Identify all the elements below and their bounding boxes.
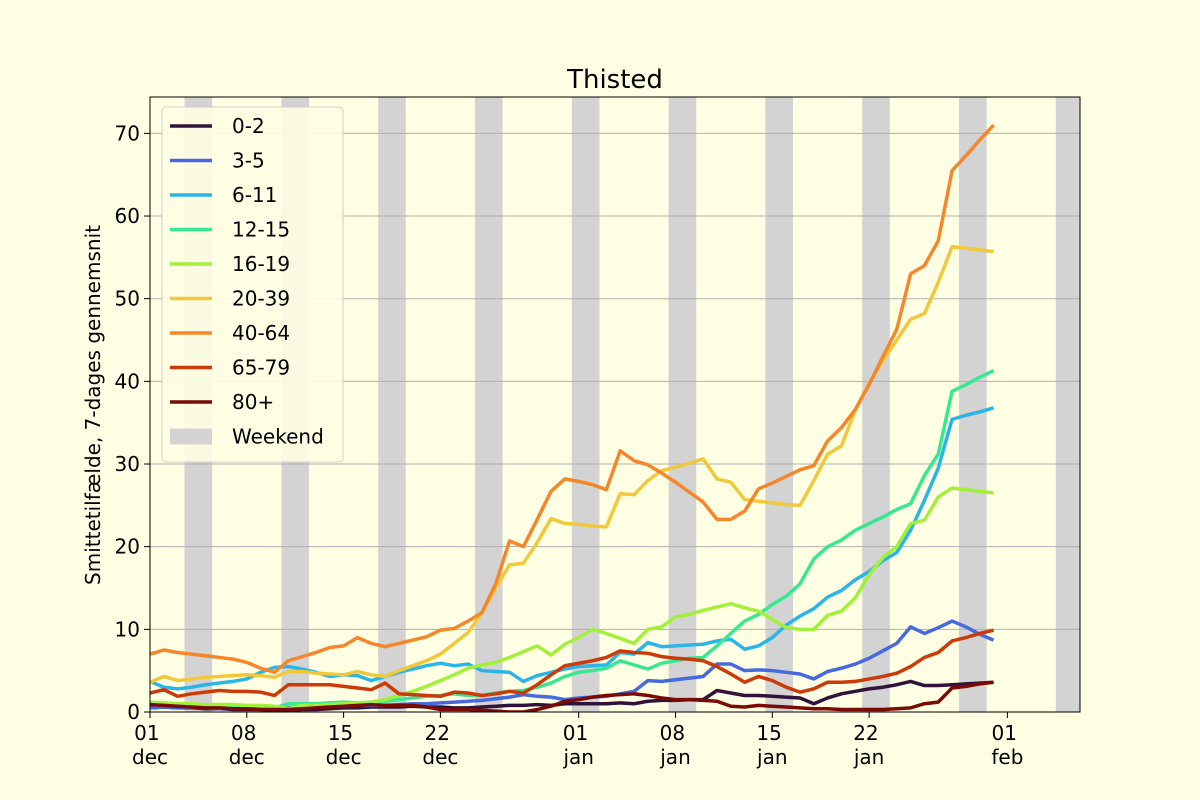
x-tick-label-line: 15 bbox=[756, 721, 788, 745]
series-line bbox=[150, 369, 995, 710]
x-tick-label-line: 08 bbox=[660, 721, 692, 745]
x-tick-label-line: feb bbox=[991, 745, 1023, 769]
y-axis-label: Smittetilfælde, 7-dages gennemsnit bbox=[81, 225, 105, 585]
legend-label: 20-39 bbox=[232, 287, 290, 311]
x-tick-label-line: 08 bbox=[231, 721, 263, 745]
legend-label: Weekend bbox=[232, 425, 324, 449]
legend-label: 3-5 bbox=[232, 149, 265, 173]
legend-label: 12-15 bbox=[232, 218, 290, 242]
weekend-band bbox=[958, 97, 987, 712]
y-tick-label: 40 bbox=[115, 369, 140, 393]
legend-label: 65-79 bbox=[232, 356, 290, 380]
x-tick-label-line: dec bbox=[132, 745, 168, 769]
x-tick-label-line: jan bbox=[659, 745, 691, 769]
series-line bbox=[150, 123, 995, 675]
plot-frame bbox=[149, 96, 1081, 713]
x-tick-label-line: 01 bbox=[563, 721, 595, 745]
x-tick-label-line: 01 bbox=[134, 721, 166, 745]
x-tick-label-line: 15 bbox=[328, 721, 360, 745]
x-tick-label: 22 jan bbox=[853, 721, 885, 769]
weekend-band bbox=[474, 97, 503, 712]
weekend-band bbox=[1055, 97, 1080, 712]
weekend-band bbox=[571, 97, 600, 712]
x-tick-label: 15 jan bbox=[756, 721, 788, 769]
y-tick-label: 0 bbox=[127, 700, 140, 724]
x-tick-label: 08 jan bbox=[659, 721, 691, 769]
x-tick-label-line: jan bbox=[853, 745, 885, 769]
x-tick-label-line: 22 bbox=[853, 721, 885, 745]
series-line bbox=[150, 628, 994, 699]
y-tick-label: 10 bbox=[115, 617, 140, 641]
y-tick-label: 70 bbox=[115, 121, 140, 145]
x-tick-label-line: dec bbox=[326, 745, 362, 769]
weekend-band bbox=[765, 97, 794, 712]
legend-label: 6-11 bbox=[232, 183, 277, 207]
legend-label: 16-19 bbox=[232, 252, 290, 276]
legend-label: 40-64 bbox=[232, 321, 290, 345]
x-tick-label: 22 dec bbox=[422, 721, 458, 769]
x-tick-label: 01 jan bbox=[562, 721, 594, 769]
series-line bbox=[150, 244, 994, 684]
series-line bbox=[150, 406, 995, 691]
x-tick-label-line: 01 bbox=[991, 721, 1023, 745]
x-tick-label: 15 dec bbox=[326, 721, 362, 769]
series-line bbox=[150, 680, 994, 712]
x-tick-label-line: 22 bbox=[425, 721, 457, 745]
x-tick-label: 01 feb bbox=[991, 721, 1023, 769]
legend-swatch bbox=[170, 428, 212, 445]
chart-title: Thisted bbox=[566, 65, 663, 95]
x-tick-label-line: dec bbox=[229, 745, 265, 769]
weekend-band bbox=[378, 97, 406, 712]
x-tick-label: 08 dec bbox=[229, 721, 265, 769]
y-tick-label: 50 bbox=[115, 287, 140, 311]
y-tick-label: 60 bbox=[115, 204, 140, 228]
legend-label: 80+ bbox=[232, 390, 274, 414]
x-tick-label-line: jan bbox=[562, 745, 594, 769]
y-tick-label: 30 bbox=[115, 452, 140, 476]
x-tick-label: 01 dec bbox=[132, 721, 168, 769]
x-tick-label-line: dec bbox=[422, 745, 458, 769]
weekend-band bbox=[862, 97, 890, 712]
y-tick-label: 20 bbox=[115, 535, 140, 559]
x-tick-label-line: jan bbox=[756, 745, 788, 769]
legend-label: 0-2 bbox=[232, 114, 265, 138]
weekend-band bbox=[668, 97, 697, 712]
